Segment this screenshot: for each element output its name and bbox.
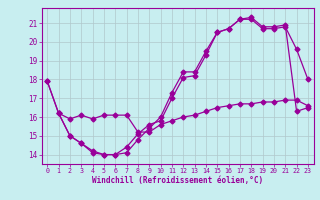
X-axis label: Windchill (Refroidissement éolien,°C): Windchill (Refroidissement éolien,°C) <box>92 176 263 185</box>
